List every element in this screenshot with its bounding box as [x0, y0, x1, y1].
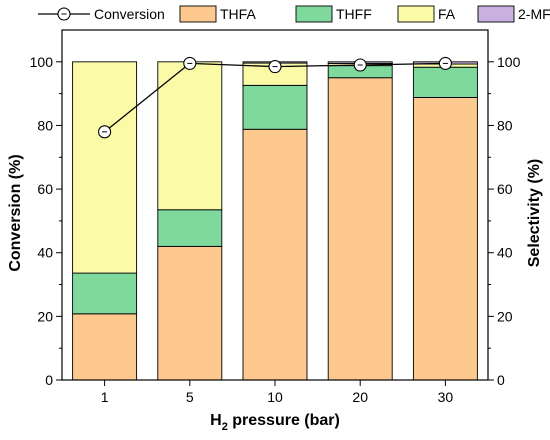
bar-segment-thfa-30	[412, 97, 478, 381]
x-axis-title-subscript: 2	[222, 421, 228, 433]
legend-swatch-2-mf	[477, 5, 515, 23]
x-axis-title-rest: pressure (bar)	[228, 412, 340, 429]
y-right-tick-label-20: 20	[497, 308, 513, 324]
legend-swatch-thfa	[179, 5, 217, 23]
legend-swatch-thff	[295, 5, 333, 23]
y-left-tick-label-60: 60	[37, 181, 53, 197]
bar-segment-thff-30	[412, 66, 478, 98]
bar-segment-thff-10	[242, 84, 308, 130]
x-tick-label-10: 10	[267, 389, 283, 405]
legend-label-thff: THFF	[336, 6, 372, 22]
legend: Conversion THFA THFF FA 2-MF	[38, 5, 550, 23]
legend-label-conversion: Conversion	[94, 6, 165, 22]
bar-segment-fa-5	[157, 61, 223, 211]
bars-layer	[72, 61, 478, 381]
bar-segment-fa-1	[72, 61, 138, 274]
y-left-tick-label-20: 20	[37, 308, 53, 324]
axes-layer: 0 0 20 20 40 40 60 60 80 80 100 100 1 5 10 20 30	[30, 54, 521, 405]
bar-segment-thff-5	[157, 209, 223, 247]
y-axis-title-right: Selectivity (%)	[526, 159, 543, 267]
x-tick-label-30: 30	[438, 389, 454, 405]
bar-segment-thff-1	[72, 272, 138, 315]
bar-segment-thfa-10	[242, 128, 308, 381]
legend-swatch-fa	[397, 5, 435, 23]
y-left-tick-label-80: 80	[37, 117, 53, 133]
x-tick-label-5: 5	[186, 389, 194, 405]
y-left-tick-label-0: 0	[45, 372, 53, 388]
y-left-tick-label-100: 100	[30, 54, 54, 70]
legend-label-2-mf: 2-MF	[518, 6, 550, 22]
x-tick-label-20: 20	[352, 389, 368, 405]
y-right-tick-label-100: 100	[497, 54, 521, 70]
y-left-tick-label-40: 40	[37, 245, 53, 261]
y-right-tick-label-80: 80	[497, 117, 513, 133]
conversion-line-layer	[98, 56, 452, 139]
x-axis-title-h: H	[210, 412, 222, 429]
y-right-tick-label-0: 0	[497, 372, 505, 388]
bar-segment-thfa-20	[327, 77, 393, 381]
legend-label-thfa: THFA	[220, 6, 256, 22]
x-axis-title: H2 pressure (bar)	[210, 412, 340, 433]
y-axis-title-left: Conversion (%)	[7, 154, 24, 271]
bar-segment-thfa-5	[157, 245, 223, 381]
y-right-tick-label-40: 40	[497, 245, 513, 261]
y-right-tick-label-60: 60	[497, 181, 513, 197]
bar-segment-thfa-1	[72, 313, 138, 381]
x-tick-label-1: 1	[101, 389, 109, 405]
legend-label-fa: FA	[438, 6, 456, 22]
